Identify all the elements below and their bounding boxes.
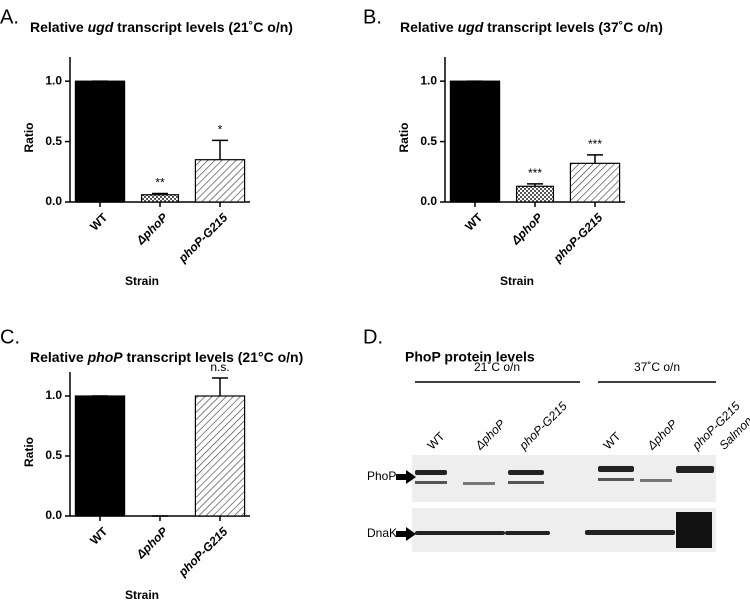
title-part: transcript levels (21˚C o/n) bbox=[113, 19, 293, 35]
error-bar bbox=[212, 139, 228, 160]
title-part: Relative bbox=[400, 19, 458, 35]
title-part: ugd bbox=[88, 19, 114, 35]
y-tick-label: 1.0 bbox=[45, 73, 62, 87]
bar bbox=[194, 395, 246, 517]
significance-label: * bbox=[218, 123, 223, 137]
bar bbox=[569, 162, 621, 203]
significance-label: *** bbox=[528, 166, 542, 180]
x-tick-label: ΔphoP bbox=[508, 210, 546, 248]
lane-label: ΔphoP bbox=[644, 417, 680, 453]
y-axis-label: Ratio bbox=[22, 437, 36, 467]
bar bbox=[140, 194, 180, 203]
x-axis-label: Strain bbox=[125, 588, 159, 602]
lane-label: WT bbox=[600, 429, 624, 453]
y-axis-label: Ratio bbox=[397, 123, 411, 153]
row-label: PhoP bbox=[367, 469, 396, 483]
panel-letter: B. bbox=[363, 6, 382, 28]
panel-letter: C. bbox=[0, 326, 20, 348]
bar bbox=[515, 185, 555, 203]
title-part: transcript levels (37˚C o/n) bbox=[483, 19, 663, 35]
title-part: phoP bbox=[87, 349, 124, 365]
significance-label: n.s. bbox=[210, 360, 229, 374]
x-tick-label: WT bbox=[462, 210, 486, 234]
lane-label: WT bbox=[424, 429, 448, 453]
bands bbox=[415, 466, 714, 548]
lane-label: phoP-G215 bbox=[516, 399, 570, 453]
blot-panel: D. PhoP protein levels 21˚C o/n 37˚C o/n… bbox=[363, 326, 716, 552]
panel-letter: A. bbox=[0, 6, 19, 28]
y-tick-label: 0.5 bbox=[45, 134, 62, 148]
blot-title: PhoP protein levels bbox=[405, 349, 535, 365]
chart-title: Relative phoP transcript levels (21°C o/… bbox=[30, 349, 303, 365]
x-axis-label: Strain bbox=[125, 274, 159, 288]
x-tick-label: phoP-G215 bbox=[175, 524, 231, 580]
x-tick-label: WT bbox=[87, 524, 111, 548]
error-bar bbox=[212, 377, 228, 396]
x-axis-label: Strain bbox=[500, 274, 534, 288]
y-tick-label: 0.5 bbox=[420, 134, 437, 148]
y-tick-label: 1.0 bbox=[420, 73, 437, 87]
blot-image bbox=[412, 455, 716, 502]
x-tick-label: WT bbox=[87, 210, 111, 234]
title-part: transcript levels (21°C o/n) bbox=[123, 349, 304, 365]
chart-title: Relative ugd transcript levels (37˚C o/n… bbox=[400, 19, 663, 35]
bar bbox=[449, 80, 501, 203]
lane-label: ΔphoP bbox=[472, 417, 508, 453]
error-bar bbox=[152, 192, 168, 195]
y-tick-label: 0.0 bbox=[420, 194, 437, 208]
title-part: Relative bbox=[30, 349, 88, 365]
error-bar bbox=[587, 154, 603, 164]
y-tick-label: 0.0 bbox=[45, 194, 62, 208]
x-tick-label: ΔphoP bbox=[133, 210, 171, 248]
significance-label: ** bbox=[155, 176, 165, 190]
group-label: 21˚C o/n bbox=[474, 360, 520, 374]
row-label: DnaK bbox=[367, 526, 397, 540]
x-tick-label: phoP-G215 bbox=[175, 210, 231, 266]
x-tick-label: ΔphoP bbox=[133, 524, 171, 562]
group-label: 37˚C o/n bbox=[634, 360, 680, 374]
x-tick-label: phoP-G215 bbox=[550, 210, 606, 266]
bar bbox=[74, 395, 126, 517]
chart-title: Relative ugd transcript levels (21˚C o/n… bbox=[30, 19, 293, 35]
y-axis-label: Ratio bbox=[22, 123, 36, 153]
y-tick-label: 1.0 bbox=[45, 388, 62, 402]
title-part: ugd bbox=[458, 19, 484, 35]
y-tick-label: 0.0 bbox=[45, 508, 62, 522]
significance-label: *** bbox=[588, 137, 602, 151]
title-part: Relative bbox=[30, 19, 88, 35]
y-tick-label: 0.5 bbox=[45, 448, 62, 462]
error-bar bbox=[527, 183, 543, 187]
bar bbox=[194, 159, 246, 203]
panel-letter: D. bbox=[363, 326, 383, 348]
arrow bbox=[396, 470, 416, 484]
bar bbox=[74, 80, 126, 203]
arrow bbox=[396, 527, 416, 541]
